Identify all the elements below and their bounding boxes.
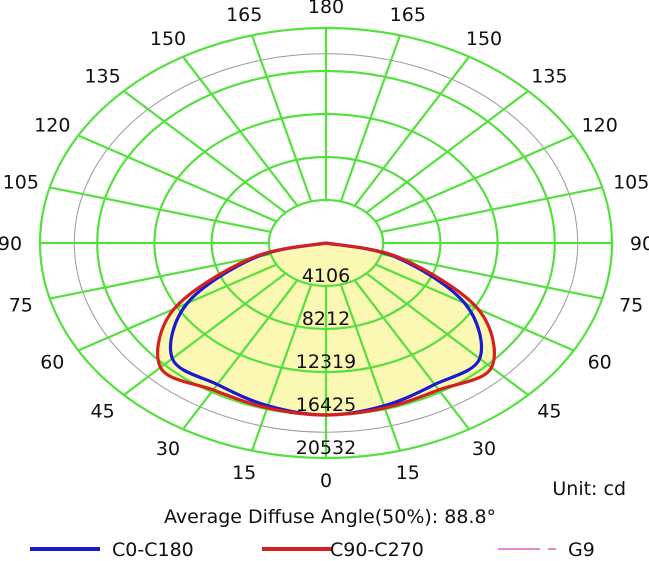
angle-label: 150	[150, 28, 186, 50]
average-angle-label: Average Diffuse Angle(50%): 88.8°	[164, 506, 496, 528]
radial-tick-label: 20532	[296, 437, 356, 459]
legend-label-c0-c180: C0-C180	[112, 539, 194, 561]
grid-spoke	[353, 56, 470, 207]
grid-spoke	[339, 34, 402, 202]
angle-label: 30	[156, 438, 180, 460]
legend-label-g9: G9	[568, 539, 595, 561]
angle-label: 105	[3, 172, 39, 194]
grid-spoke	[250, 284, 313, 452]
angle-label: 60	[588, 352, 612, 374]
angle-label: 30	[472, 438, 496, 460]
angle-label: 135	[531, 65, 567, 87]
angle-label: 45	[537, 401, 561, 423]
curve-c90-c270	[156, 241, 496, 417]
grid-spoke	[365, 272, 529, 396]
grid-spoke	[123, 272, 287, 396]
grid-spoke	[339, 284, 402, 452]
grid-spoke	[375, 134, 575, 223]
grid-spoke	[182, 56, 299, 207]
grid-spoke	[380, 253, 603, 300]
grid-spoke	[380, 186, 603, 233]
angle-label: 15	[232, 462, 256, 484]
grid-spoke	[49, 186, 272, 233]
angle-label: 120	[34, 115, 70, 137]
angle-label: 135	[84, 65, 120, 87]
grid-spoke	[182, 279, 299, 430]
angle-label: 0	[320, 470, 332, 492]
angle-label: 90	[0, 233, 22, 255]
angle-label: 165	[390, 4, 426, 26]
angle-label: 180	[308, 0, 344, 18]
angle-label: 120	[582, 115, 618, 137]
angle-label: 15	[396, 462, 420, 484]
unit-label: Unit: cd	[552, 478, 626, 500]
grid-spoke	[77, 134, 277, 223]
intensity-curves	[156, 241, 496, 417]
radial-tick-label: 12319	[296, 351, 356, 373]
legend: C0-C180 C90-C270 G9	[30, 539, 595, 561]
radial-tick-label: 8212	[302, 308, 350, 330]
angle-label: 90	[630, 233, 649, 255]
angle-label: 60	[40, 352, 64, 374]
grid-spoke	[353, 279, 470, 430]
angle-label: 45	[91, 401, 115, 423]
angle-label: 75	[619, 294, 643, 316]
radial-tick-label: 16425	[296, 394, 356, 416]
angle-label: 150	[466, 28, 502, 50]
angle-label: 165	[226, 4, 262, 26]
angle-label: 75	[9, 294, 33, 316]
polar-grid	[38, 26, 614, 460]
grid-spoke	[250, 34, 313, 202]
grid-spoke	[123, 90, 287, 214]
radial-tick-label: 4106	[302, 265, 350, 287]
radial-tick-labels: 4106 8212 12319 16425 20532	[296, 265, 356, 459]
angle-label: 105	[613, 172, 649, 194]
angle-labels: 0 15 30 45 60 75 90 105 120 135 150 165 180 15 30 45 60 7…	[0, 0, 649, 492]
grid-spoke	[365, 90, 529, 214]
grid-spoke	[49, 253, 272, 300]
legend-label-c90-c270: C90-C270	[330, 539, 424, 561]
